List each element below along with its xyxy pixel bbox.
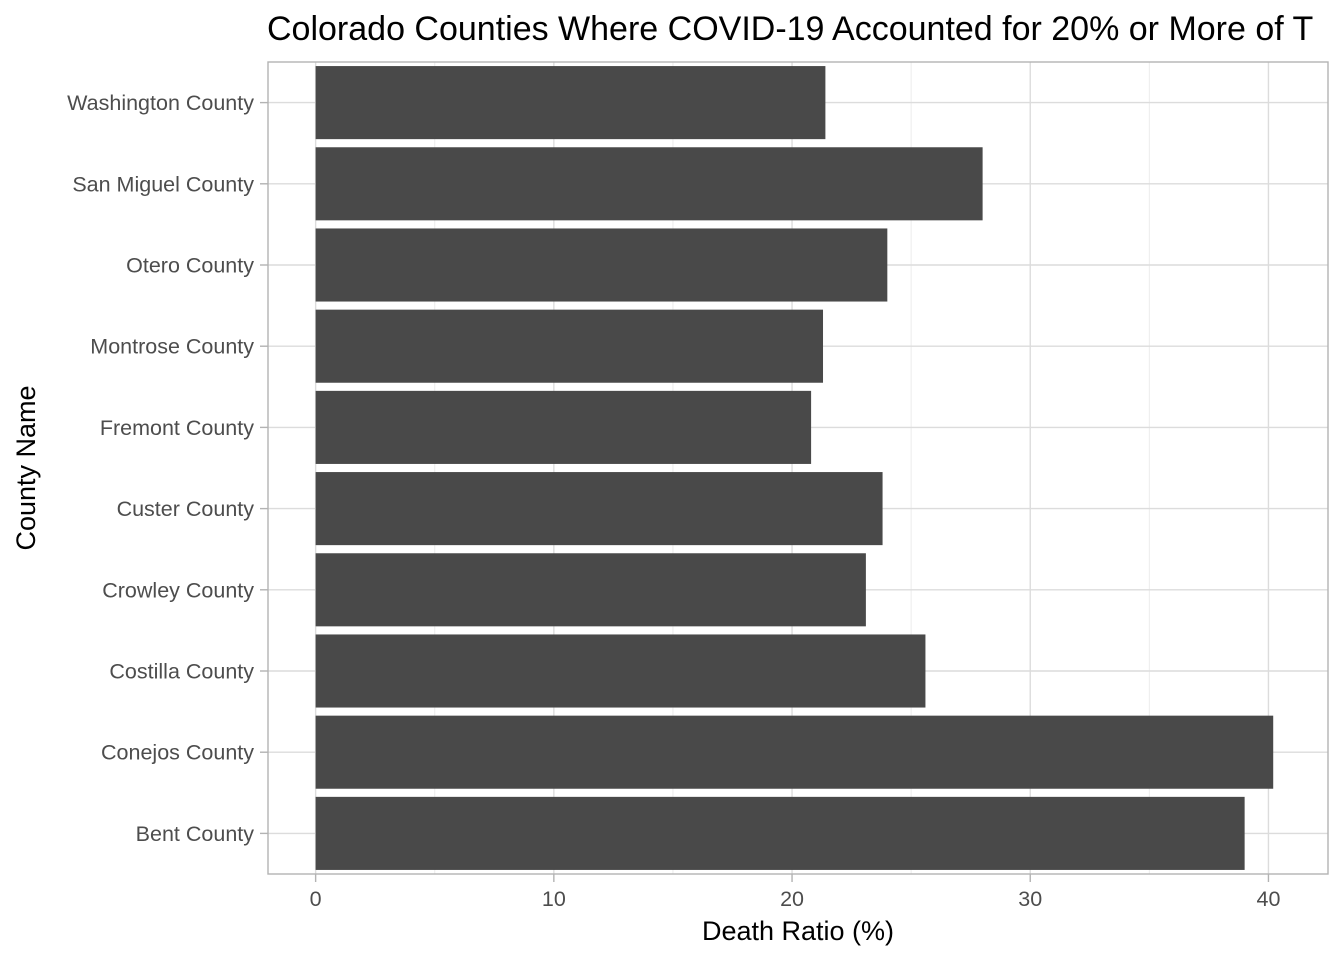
chart-title: Colorado Counties Where COVID-19 Account… [267,10,1313,48]
y-tick-label: Fremont County [100,416,254,440]
bar [315,796,1245,870]
bar [315,634,926,708]
bar [315,472,883,546]
x-tick-label: 40 [1256,887,1280,911]
bar [315,66,826,140]
y-tick-label: Custer County [117,497,255,521]
bars [315,66,1274,870]
x-tick-label: 20 [780,887,804,911]
x-tick-label: 30 [1018,887,1042,911]
y-tick-label: Costilla County [109,660,254,684]
x-axis-title: Death Ratio (%) [702,916,894,946]
bar [315,309,824,383]
y-axis-title: County Name [11,385,41,550]
bar [315,228,888,302]
x-tick-label: 10 [542,887,566,911]
y-axis: Bent County Conejos County Costilla County… [67,91,268,846]
y-tick-label: Conejos County [101,741,254,765]
x-tick-label: 0 [310,887,322,911]
y-tick-label: San Miguel County [72,172,254,196]
bar [315,553,866,627]
y-tick-label: Montrose County [90,335,254,359]
y-tick-label: Bent County [136,822,255,846]
y-tick-label: Otero County [126,254,254,278]
bar [315,390,812,464]
panel-border [267,61,1329,875]
bar [315,715,1274,789]
bar [315,147,983,221]
x-axis: 0 10 20 30 40 [310,874,1280,911]
y-tick-label: Washington County [67,91,254,115]
y-tick-label: Crowley County [102,578,254,602]
